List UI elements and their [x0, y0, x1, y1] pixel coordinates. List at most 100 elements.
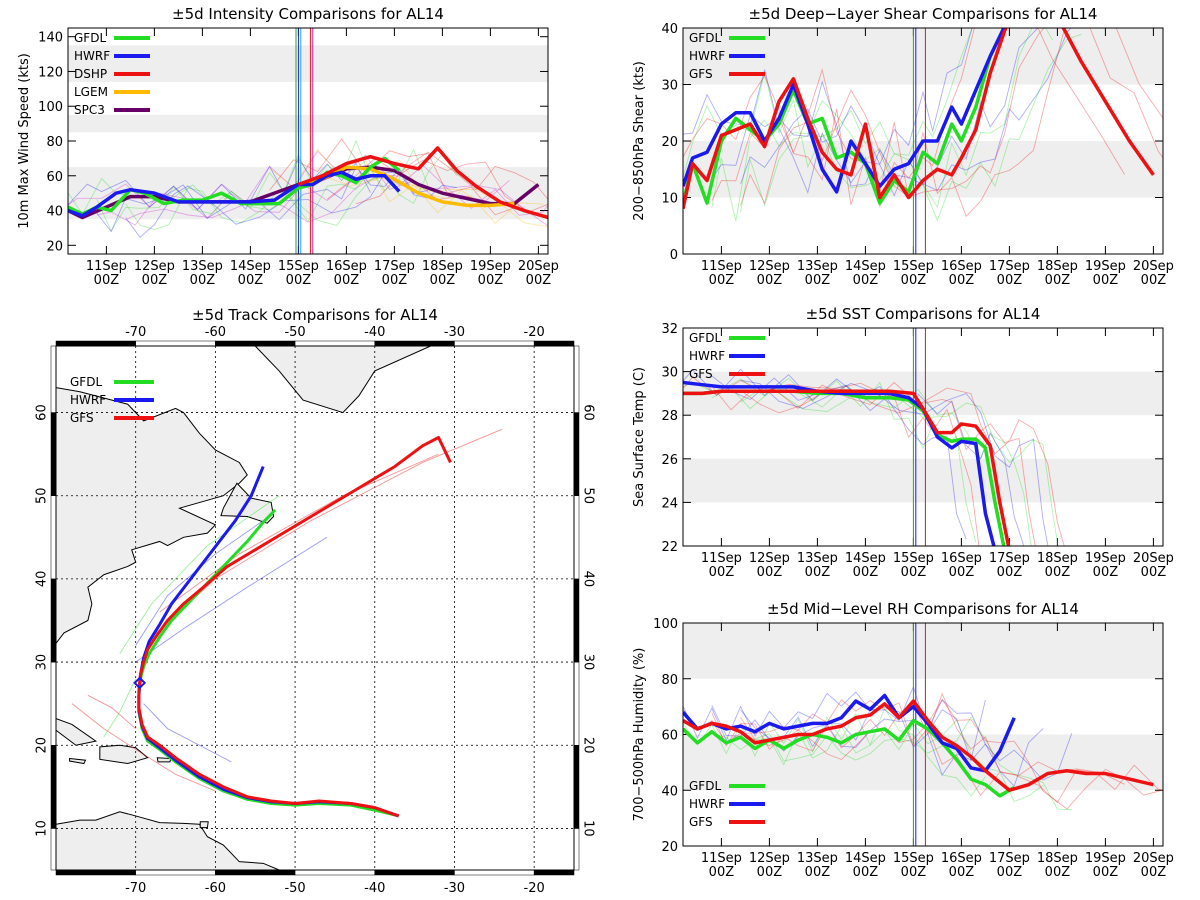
rh-xtick-hour-1: 00Z — [757, 865, 783, 880]
north-america-land — [56, 346, 248, 705]
rh-ytick-label-2: 60 — [661, 729, 678, 744]
rh-ens-HWRF-2 — [683, 691, 986, 776]
hispaniola-land — [99, 744, 149, 765]
intensity-ens-SPC3-2 — [68, 150, 510, 211]
sst-xtick-day-3: 14Sep — [845, 551, 886, 566]
sst-ytick-label-5: 32 — [661, 322, 678, 337]
border-top-1 — [135, 340, 216, 347]
intensity-xtick-hour-7: 00Z — [430, 273, 456, 288]
border-bottom-3 — [294, 869, 376, 876]
sst-xtick-hour-8: 00Z — [1093, 565, 1119, 580]
sst-ytick-label-4: 30 — [661, 366, 678, 381]
intensity-xtick-day-2: 13Sep — [182, 259, 223, 274]
rh-xtick-day-7: 18Sep — [1037, 851, 1078, 866]
sst-ytick-label-1: 24 — [661, 496, 678, 511]
rh-ytick-label-4: 100 — [653, 617, 678, 632]
track-xtick-bottom-3: -40 — [364, 881, 385, 896]
shear-xtick-day-8: 19Sep — [1085, 259, 1126, 274]
border-bottom-0 — [55, 869, 136, 876]
sst-ens-GFS-2 — [683, 376, 980, 546]
border-top-5 — [454, 340, 535, 347]
border-top-6 — [533, 340, 575, 347]
intensity-legend-label-dshp: DSHP — [74, 67, 107, 81]
shear-xtick-hour-8: 00Z — [1093, 273, 1119, 288]
track-xtick-bottom-1: -60 — [205, 881, 226, 896]
intensity-band-1 — [68, 114, 548, 133]
border-top-3 — [294, 340, 376, 347]
border-left-5 — [50, 412, 57, 496]
intensity-xtick-day-8: 19Sep — [470, 259, 511, 274]
puerto-rico-land — [156, 757, 172, 763]
shear-legend-label-gfs: GFS — [689, 67, 713, 81]
border-left-4 — [50, 495, 57, 580]
sst-line-hwrf — [683, 380, 996, 546]
intensity-xtick-hour-0: 00Z — [94, 273, 120, 288]
sst-ytick-label-2: 26 — [661, 453, 678, 468]
shear-ens-GFDL-1 — [711, 28, 1053, 222]
rh-xtick-day-3: 14Sep — [845, 851, 886, 866]
shear-xtick-day-1: 12Sep — [749, 259, 790, 274]
intensity-ytick-label-2: 60 — [46, 170, 63, 185]
shear-ens-GFDL-0 — [740, 33, 1082, 222]
intensity-xtick-day-0: 11Sep — [86, 259, 127, 274]
intensity-xtick-hour-6: 00Z — [382, 273, 408, 288]
shear-xtick-day-4: 15Sep — [893, 259, 934, 274]
shear-xtick-day-5: 16Sep — [941, 259, 982, 274]
border-right-3 — [573, 578, 580, 663]
border-left-6 — [50, 345, 57, 413]
shear-title: ±5d Deep−Layer Shear Comparisons for AL1… — [749, 5, 1098, 23]
track-legend-label-gfdl: GFDL — [70, 375, 102, 389]
sst-xtick-day-6: 17Sep — [989, 551, 1030, 566]
sst-ens-HWRF-0 — [740, 379, 1049, 546]
intensity-xtick-day-1: 12Sep — [134, 259, 175, 274]
intensity-legend-label-spc3: SPC3 — [74, 103, 105, 117]
intensity-xtick-hour-8: 00Z — [478, 273, 504, 288]
sst-chart: ±5d SST Comparisons for AL14 Sea Surface … — [632, 305, 1174, 580]
shear-xtick-day-6: 17Sep — [989, 259, 1030, 274]
intensity-xtick-day-6: 17Sep — [374, 259, 415, 274]
shear-xtick-hour-3: 00Z — [853, 273, 879, 288]
rh-xtick-hour-3: 00Z — [853, 865, 879, 880]
track-ytick-right-5: 60 — [581, 404, 596, 421]
rh-xtick-hour-8: 00Z — [1093, 865, 1119, 880]
shear-ytick-label-3: 30 — [661, 79, 678, 94]
shear-chart: ±5d Deep−Layer Shear Comparisons for AL1… — [632, 5, 1174, 288]
shear-legend-label-gfdl: GFDL — [689, 31, 721, 45]
shear-xtick-day-9: 20Sep — [1133, 259, 1174, 274]
track-ytick-left-5: 60 — [35, 404, 50, 421]
intensity-series — [68, 146, 548, 220]
rh-legend-label-hwrf: HWRF — [689, 797, 725, 811]
track-map: ±5d Track Comparisons for AL14 -70 -70 -60 -… — [35, 306, 596, 896]
sst-xtick-hour-5: 00Z — [949, 565, 975, 580]
sst-title: ±5d SST Comparisons for AL14 — [806, 305, 1041, 323]
rh-xtick-day-0: 11Sep — [701, 851, 742, 866]
intensity-legend-label-lgem: LGEM — [74, 85, 108, 99]
intensity-ens-HWRF-0 — [125, 171, 457, 238]
border-bottom-2 — [215, 869, 296, 876]
sst-xtick-day-5: 16Sep — [941, 551, 982, 566]
intensity-line-dshp — [297, 146, 548, 220]
intensity-legend-label-hwrf: HWRF — [74, 49, 110, 63]
rh-xtick-day-1: 12Sep — [749, 851, 790, 866]
intensity-ylabel: 10m Max Wind Speed (kts) — [17, 53, 32, 229]
track-xtick-top-4: -30 — [444, 325, 465, 340]
rh-frame — [682, 622, 1164, 847]
intensity-legend-label-gfdl: GFDL — [74, 31, 106, 45]
border-left-3 — [50, 578, 57, 663]
intensity-ytick-label-4: 100 — [38, 100, 63, 115]
intensity-ens-LGEM-1 — [327, 159, 544, 224]
intensity-frame — [67, 27, 549, 255]
sst-legend-label-hwrf: HWRF — [689, 349, 725, 363]
intensity-ytick-label-0: 20 — [46, 239, 63, 254]
intensity-ytick-label-6: 140 — [38, 31, 63, 46]
intensity-xtick-day-5: 16Sep — [326, 259, 367, 274]
rh-xtick-day-4: 15Sep — [893, 851, 934, 866]
track-xtick-top-1: -60 — [205, 325, 226, 340]
greenland-land — [254, 346, 431, 414]
track-ytick-right-0: 10 — [581, 820, 596, 837]
track-ytick-left-1: 20 — [35, 737, 50, 754]
shear-ytick-label-1: 10 — [661, 192, 678, 207]
border-top-4 — [374, 340, 455, 347]
track-xtick-top-5: -20 — [524, 325, 545, 340]
